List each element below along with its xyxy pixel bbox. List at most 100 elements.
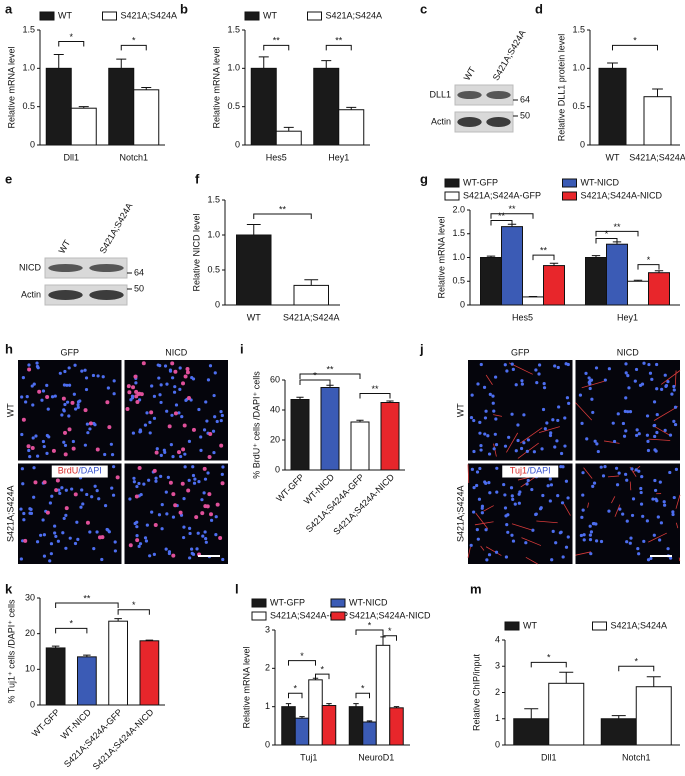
significance-bracket	[55, 602, 119, 608]
nucleus	[85, 492, 89, 497]
y-tick-label: 2	[495, 687, 500, 697]
nucleus	[21, 482, 25, 486]
nucleus	[590, 397, 594, 401]
brdu-nucleus	[128, 543, 133, 548]
nucleus	[154, 476, 158, 480]
nucleus	[639, 486, 643, 491]
nucleus	[666, 380, 670, 384]
nucleus	[134, 381, 138, 385]
brdu-nucleus	[55, 478, 60, 483]
nucleus	[42, 533, 47, 537]
brdu-nucleus	[30, 445, 35, 450]
nucleus	[35, 540, 40, 544]
brdu-nucleus	[136, 392, 141, 397]
significance-label: *	[633, 36, 637, 46]
nucleus	[60, 413, 64, 417]
legend-label: S421A;S424A-NICD	[349, 610, 431, 620]
nucleus	[637, 552, 641, 556]
nucleus	[470, 393, 474, 397]
nucleus	[641, 514, 645, 518]
significance-label: **	[83, 593, 91, 603]
nucleus	[168, 369, 173, 373]
neurite	[648, 532, 667, 543]
significance-label: **	[508, 204, 516, 214]
error-bar	[321, 60, 332, 69]
brdu-nucleus	[126, 384, 131, 389]
error-bar	[299, 716, 305, 719]
bar	[236, 234, 272, 306]
nucleus	[148, 420, 152, 424]
nucleus	[509, 486, 514, 490]
significance-label: **	[613, 222, 621, 232]
nucleus	[653, 448, 657, 452]
error-bar	[83, 654, 91, 657]
y-tick-label: 0	[30, 699, 35, 709]
nucleus	[68, 383, 72, 387]
y-tick-label: 1	[265, 701, 270, 711]
nucleus	[622, 434, 627, 438]
nucleus	[112, 392, 116, 396]
brdu-nucleus	[70, 400, 75, 405]
brdu-nucleus	[171, 553, 176, 558]
nucleus	[211, 429, 216, 433]
nucleus	[165, 409, 169, 413]
nucleus	[525, 449, 529, 453]
nucleus	[220, 413, 224, 418]
nucleus	[658, 538, 662, 542]
nucleus	[88, 530, 92, 534]
bar	[293, 284, 329, 306]
bar	[350, 421, 370, 471]
significance-label: *	[69, 32, 73, 42]
neurite	[517, 476, 531, 481]
nucleus	[148, 431, 152, 435]
y-tick-label: 0.5	[207, 264, 220, 274]
bar	[294, 717, 310, 746]
blot-band	[89, 264, 124, 272]
significance-bracket	[382, 635, 397, 641]
y-axis-label: Relative mRNA level	[436, 216, 446, 298]
blot-band	[48, 290, 83, 300]
significance-bracket	[532, 254, 555, 261]
y-tick-label: 2	[265, 663, 270, 673]
nucleus	[615, 483, 620, 487]
nucleus	[624, 371, 628, 375]
row-label: S421A;S424A	[5, 485, 15, 542]
brdu-nucleus	[133, 374, 138, 379]
nucleus	[160, 503, 164, 507]
nucleus	[206, 471, 210, 475]
brdu-nucleus	[21, 417, 26, 422]
nucleus	[582, 538, 586, 542]
legend-label: WT	[263, 10, 277, 20]
nucleus	[472, 418, 476, 423]
brdu-nucleus	[67, 427, 72, 432]
nucleus	[49, 542, 54, 546]
nucleus	[472, 449, 476, 454]
nucleus	[585, 437, 589, 441]
nucleus	[171, 376, 175, 380]
nucleus	[542, 382, 546, 386]
lane-label: S421A;S424A	[98, 201, 135, 255]
neurite	[536, 520, 558, 524]
nucleus	[655, 387, 659, 391]
nucleus	[563, 444, 567, 448]
brdu-nucleus	[125, 407, 130, 412]
neurite	[587, 502, 589, 508]
x-tick-label: WT	[606, 152, 620, 162]
nucleus	[27, 448, 31, 453]
nucleus	[645, 433, 650, 437]
error-bar	[607, 62, 618, 69]
nucleus	[607, 509, 611, 513]
nucleus	[45, 433, 49, 438]
significance-label: *	[300, 651, 304, 661]
nucleus	[133, 521, 137, 526]
significance-label: *	[293, 684, 297, 694]
significance-label: **	[540, 246, 548, 256]
nucleus	[159, 453, 163, 457]
y-tick-label: 1.5	[572, 24, 585, 34]
nucleus	[541, 407, 546, 412]
nucleus	[475, 470, 480, 474]
nucleus	[566, 362, 570, 367]
legend-label: WT-GFP	[270, 597, 305, 607]
nucleus	[159, 474, 163, 479]
nucleus	[163, 364, 168, 368]
